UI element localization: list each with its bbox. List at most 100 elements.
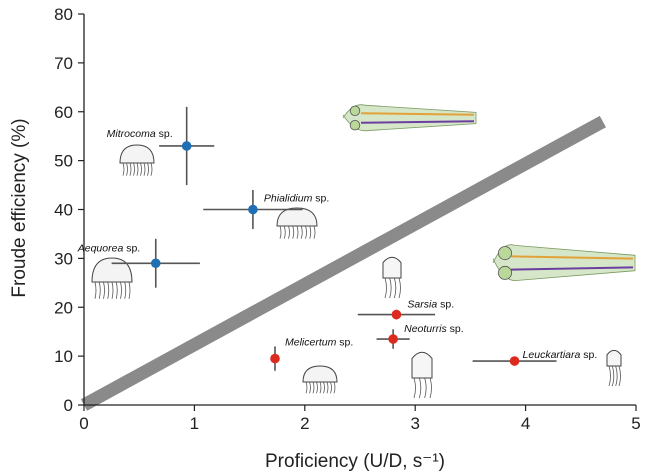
bell-shape <box>119 144 155 164</box>
tentacle <box>283 225 286 239</box>
tentacle <box>103 281 105 299</box>
data-point <box>391 309 402 320</box>
melicertum-illustration <box>302 365 338 394</box>
tentacle <box>136 162 139 176</box>
data-label-suffix: sp. <box>156 128 173 140</box>
tentacle <box>279 225 282 239</box>
tentacle <box>150 162 153 176</box>
tentacle <box>133 162 135 176</box>
x-tick-label: 4 <box>521 414 530 433</box>
tentacle <box>424 377 427 399</box>
y-tick-label: 0 <box>64 396 73 415</box>
y-tick-label: 70 <box>54 54 73 73</box>
tentacle <box>309 225 312 239</box>
tentacle <box>615 365 618 387</box>
bell-shape <box>606 349 622 367</box>
neoturris-illustration <box>411 351 433 399</box>
tentacle <box>98 281 101 299</box>
mitrocoma-illustration <box>119 144 155 176</box>
data-label: Aequorea sp. <box>77 242 140 254</box>
data-marks: Mitrocoma sp.Phialidium sp.Aequorea sp.S… <box>77 106 598 371</box>
tentacle <box>292 225 295 239</box>
tentacle <box>129 162 132 176</box>
data-point <box>270 353 280 364</box>
sarsia-wake-illustration <box>492 244 636 282</box>
y-tick-label: 40 <box>54 201 73 220</box>
vortex <box>497 265 512 280</box>
bell-shape <box>411 351 433 379</box>
bell-shape <box>276 207 318 227</box>
y-tick-label: 80 <box>54 5 73 24</box>
data-label: Neoturris sp. <box>404 323 464 335</box>
tentacle <box>333 381 336 394</box>
y-axis-title: Froude efficiency (%) <box>9 118 30 297</box>
wake-streak <box>360 112 475 116</box>
wake-body <box>342 104 477 132</box>
x-tick-label: 1 <box>190 414 199 433</box>
tentacle <box>608 365 611 387</box>
data-label-suffix: sp. <box>336 337 353 349</box>
bell-shape <box>302 365 338 383</box>
y-tick-label: 10 <box>54 347 73 366</box>
data-point <box>181 141 192 151</box>
tentacle <box>326 381 329 394</box>
tentacle <box>107 281 110 299</box>
aequorea-illustration <box>91 257 133 299</box>
x-tick-label: 2 <box>300 414 309 433</box>
data-label-genus: Phialidium <box>264 193 313 205</box>
tentacle <box>94 281 97 299</box>
data-label-genus: Mitrocoma <box>107 128 156 140</box>
tentacle <box>316 381 318 394</box>
tentacle <box>305 381 308 394</box>
data-point <box>509 356 520 366</box>
x-axis-title: Proficiency (U/D, s⁻¹) <box>265 451 445 472</box>
tentacle <box>611 365 615 387</box>
tentacle <box>413 377 416 399</box>
data-label-suffix: sp. <box>123 242 140 254</box>
y-tick-label: 50 <box>54 152 73 171</box>
tentacle <box>147 162 149 176</box>
data-label: Phialidium sp. <box>264 193 329 205</box>
y-tick-label: 20 <box>54 298 73 317</box>
tentacle <box>120 281 122 299</box>
data-label: Mitrocoma sp. <box>107 128 173 140</box>
vortex <box>349 105 361 117</box>
leuckartiara-illustration <box>606 349 622 387</box>
data-label-genus: Sarsia <box>407 299 437 311</box>
bell-shape <box>91 257 133 283</box>
data-label-genus: Leuckartiara <box>523 349 581 361</box>
y-tick-label: 30 <box>54 249 73 268</box>
data-label-genus: Aequorea <box>77 242 124 254</box>
tentacle <box>618 365 621 387</box>
data-point <box>150 258 161 269</box>
mitrocoma-wake-illustration <box>342 104 477 132</box>
tentacle <box>143 162 146 176</box>
trend-line-group <box>80 115 606 411</box>
tentacle <box>296 225 299 239</box>
data-label-suffix: sp. <box>437 299 454 311</box>
tentacle <box>384 277 387 299</box>
tentacle <box>124 281 127 299</box>
tentacle <box>288 225 290 239</box>
tentacle <box>300 225 303 239</box>
tentacle <box>393 277 397 299</box>
data-label-suffix: sp. <box>312 193 329 205</box>
tentacle <box>323 381 325 394</box>
sarsia-illustration <box>382 256 402 299</box>
wake-streak <box>360 120 475 124</box>
data-label-genus: Neoturris <box>404 323 447 335</box>
data-label: Leuckartiara sp. <box>523 349 598 361</box>
tentacle <box>309 381 311 394</box>
x-tick-label: 5 <box>631 414 640 433</box>
tentacle <box>111 281 114 299</box>
data-label-genus: Melicertum <box>285 337 337 349</box>
bell-shape <box>382 256 402 279</box>
trend-line <box>80 115 606 411</box>
data-point <box>248 204 258 215</box>
illustrations <box>91 104 636 399</box>
phialidium-illustration <box>276 207 318 239</box>
tentacle <box>330 381 332 394</box>
y-tick-label: 60 <box>54 103 73 122</box>
